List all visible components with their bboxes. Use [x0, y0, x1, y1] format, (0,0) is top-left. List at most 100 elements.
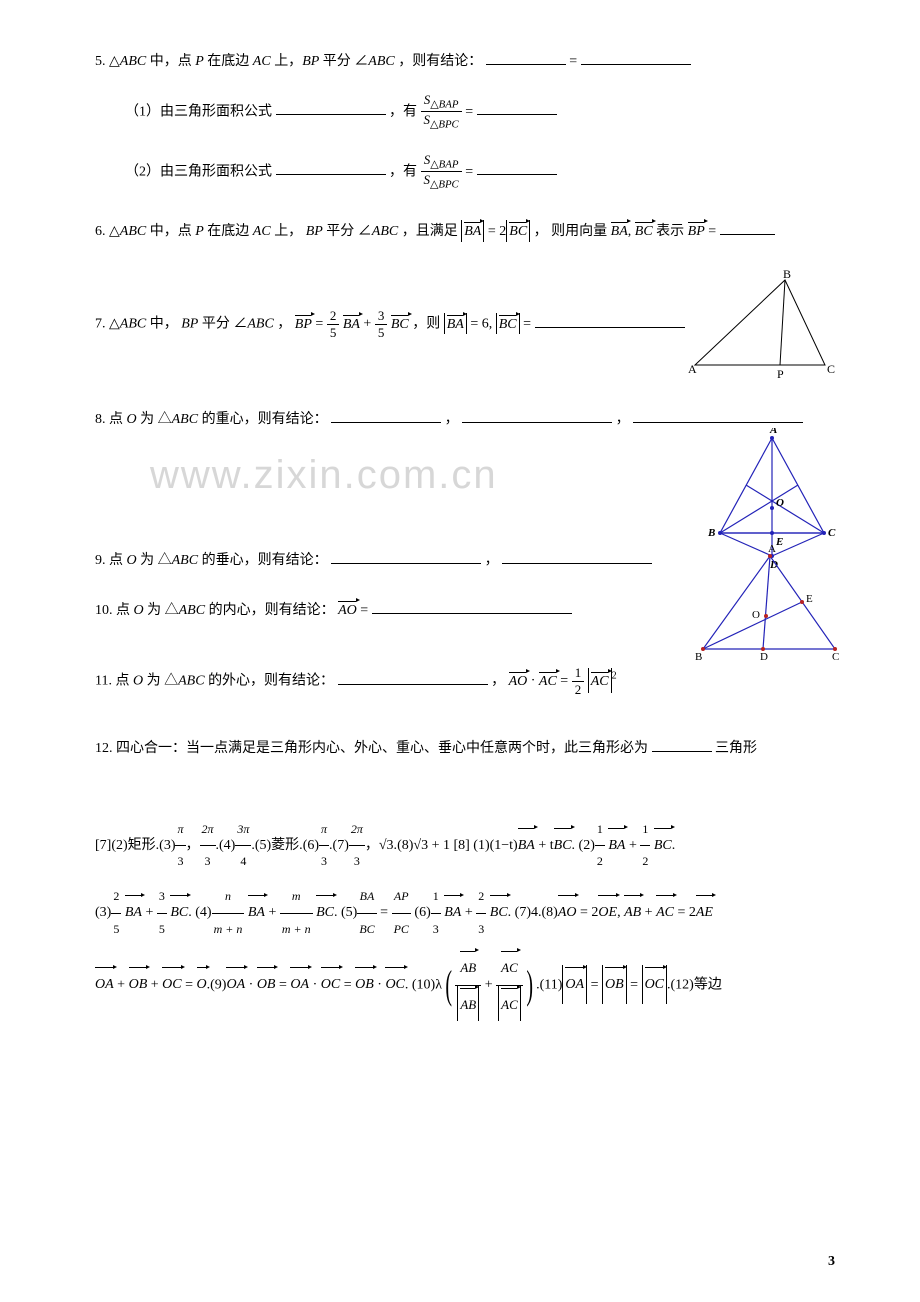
- vec-bp: BP: [688, 220, 705, 242]
- ratio: S△BAP S△BPC: [421, 152, 462, 192]
- problem-7: 7. △ABC 中， BP 平分 ∠ABC ， BP = 25 BA + 35 …: [95, 270, 835, 380]
- text: ，有: [389, 164, 417, 179]
- t: .(5)菱形.: [251, 838, 302, 853]
- t: ·: [245, 977, 257, 992]
- text: ，则: [412, 317, 444, 332]
- svg-text:P: P: [777, 367, 784, 380]
- t: = 2: [576, 905, 598, 920]
- comma: ，: [485, 553, 499, 568]
- t: =: [377, 905, 392, 920]
- t: (5): [338, 905, 358, 920]
- frac: 12: [572, 665, 585, 697]
- blank: [477, 160, 557, 175]
- eq: =: [465, 164, 476, 179]
- t: +: [114, 977, 129, 992]
- t: + t: [535, 838, 554, 853]
- blank: [633, 408, 803, 423]
- svg-text:B: B: [707, 527, 715, 539]
- plus: +: [363, 317, 374, 332]
- problem-8: 8. 点 O 为 △ABC 的重心，则有结论： ， ， A B C D O E: [95, 408, 835, 430]
- vec: AO: [509, 670, 528, 692]
- vec-bc: BC: [635, 220, 653, 242]
- problem-6: 6. △ABC 中，点 P 在底边 AC 上， BP 平分 ∠ABC ，且满足 …: [95, 220, 835, 242]
- t: =: [182, 977, 197, 992]
- problem-5: 5. △ABC 中，点 P 在底边 AC 上，BP 平分 ∠ABC ，则有结论：…: [95, 50, 835, 192]
- p5-num: 5.: [95, 54, 106, 69]
- blank: [276, 100, 386, 115]
- t: ，√3.: [365, 838, 397, 853]
- blank: [486, 50, 566, 65]
- text: 四心合一：当一点满足是三角形内心、外心、重心、垂心中任意两个时，此三角形必为: [116, 741, 648, 756]
- svg-text:E: E: [806, 593, 813, 605]
- t: +: [147, 977, 162, 992]
- blank: [331, 408, 441, 423]
- text: 点 O 为 △ABC 的外心，则有结论：: [115, 674, 334, 689]
- t: .: [672, 838, 676, 853]
- svg-text:A: A: [769, 428, 777, 436]
- text: 三角形: [715, 741, 757, 756]
- abs: BC: [506, 220, 530, 242]
- svg-text:D: D: [760, 651, 768, 663]
- answer-line-2: (3)25 BA + 35 BC. (4)nm + n BA + mm + n …: [95, 881, 835, 944]
- t: (8)√3 + 1 [8] (1)(1−t): [397, 838, 518, 853]
- eq: =: [523, 317, 534, 332]
- p8-num: 8.: [95, 412, 106, 427]
- vec: AC: [539, 670, 557, 692]
- text: △ABC 中， BP 平分 ∠ABC ，: [109, 317, 295, 332]
- triangle-fig-7: A B C P: [685, 270, 835, 380]
- t: (11): [540, 977, 563, 992]
- abs: BA: [461, 220, 484, 242]
- eq: =: [560, 674, 571, 689]
- t: =: [587, 977, 602, 992]
- t: +: [265, 905, 280, 920]
- eq: =: [569, 54, 577, 69]
- t: =: [275, 977, 290, 992]
- t: +: [142, 905, 157, 920]
- text: （1）由三角形面积公式: [125, 104, 272, 119]
- svg-text:C: C: [832, 651, 839, 663]
- t: .(4): [216, 838, 236, 853]
- p5-sub1: （1）由三角形面积公式 ，有 S△BAP S△BPC =: [125, 92, 835, 132]
- t: ·: [374, 977, 386, 992]
- p10-num: 10.: [95, 603, 113, 618]
- svg-text:C: C: [828, 527, 836, 539]
- answer-block: [7](2)矩形.(3)π3，2π3.(4)3π4.(5)菱形.(6)π3.(7…: [95, 814, 835, 1021]
- t: = 2: [674, 905, 696, 920]
- text: （2）由三角形面积公式: [125, 164, 272, 179]
- text: 点 O 为 △ABC 的重心，则有结论：: [109, 412, 328, 427]
- t: +: [641, 905, 656, 920]
- t: (6): [411, 905, 431, 920]
- blank: [372, 599, 572, 614]
- answer-line-1: [7](2)矩形.(3)π3，2π3.(4)3π4.(5)菱形.(6)π3.(7…: [95, 814, 835, 877]
- frac: 25: [327, 308, 340, 340]
- comma: ，: [616, 412, 630, 427]
- eq: =: [708, 224, 719, 239]
- p5-sub2: （2）由三角形面积公式 ，有 S△BAP S△BPC =: [125, 152, 835, 192]
- svg-text:A: A: [768, 544, 776, 555]
- t: ,: [617, 905, 624, 920]
- t: +: [625, 838, 640, 853]
- incenter-fig: A B C D E O: [685, 544, 845, 664]
- blank: [276, 160, 386, 175]
- t: (10)λ: [408, 977, 442, 992]
- p9-num: 9.: [95, 553, 106, 568]
- svg-text:B: B: [695, 651, 702, 663]
- t: (2): [575, 838, 595, 853]
- watermark: www.zixin.com.cn: [150, 447, 498, 503]
- p6-text: △ABC 中，点 P 在底边 AC 上， BP 平分 ∠ABC ，且满足: [109, 224, 461, 239]
- blank: [502, 549, 652, 564]
- page-number: 3: [828, 1252, 835, 1272]
- blank: [581, 50, 691, 65]
- comma: ，: [445, 412, 459, 427]
- text: 表示: [656, 224, 688, 239]
- t: +: [461, 905, 476, 920]
- svg-text:A: A: [688, 362, 697, 376]
- t: (3): [159, 838, 175, 853]
- svg-text:B: B: [783, 270, 791, 281]
- t: (9): [210, 977, 226, 992]
- text: ， 则用向量: [534, 224, 611, 239]
- p7-num: 7.: [95, 317, 106, 332]
- blank: [477, 100, 557, 115]
- comma: ，: [491, 674, 509, 689]
- blank: [652, 737, 712, 752]
